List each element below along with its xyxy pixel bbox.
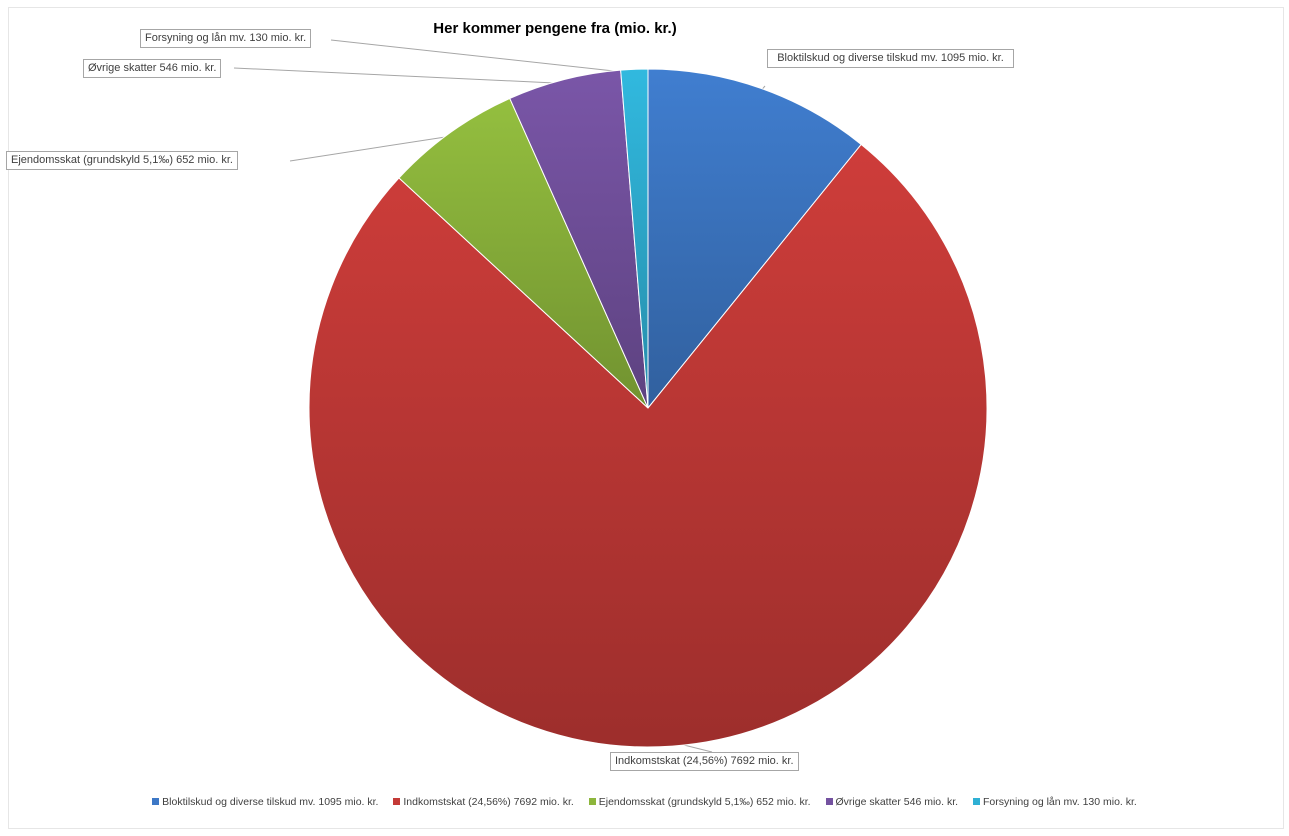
legend-item-indkomstskat: Indkomstskat (24,56%) 7692 mio. kr.	[393, 796, 574, 808]
data-label-indkomstskat: Indkomstskat (24,56%) 7692 mio. kr.	[610, 752, 799, 771]
legend: Bloktilskud og diverse tilskud mv. 1095 …	[0, 796, 1289, 808]
legend-swatch	[588, 798, 596, 805]
legend-item-forsyning: Forsyning og lån mv. 130 mio. kr.	[972, 796, 1137, 808]
leader-line-oevrige-skatter	[233, 67, 566, 84]
legend-label: Indkomstskat (24,56%) 7692 mio. kr.	[403, 796, 574, 808]
data-label-oevrige-skatter: Øvrige skatter 546 mio. kr.	[83, 59, 222, 78]
data-label-forsyning: Forsyning og lån mv. 130 mio. kr.	[140, 29, 312, 48]
legend-label: Forsyning og lån mv. 130 mio. kr.	[982, 796, 1137, 808]
leader-line-forsyning	[330, 39, 635, 74]
legend-item-bloktilskud: Bloktilskud og diverse tilskud mv. 1095 …	[152, 796, 378, 808]
pie-slice-ejendomsskat	[398, 97, 649, 409]
chart-area	[8, 7, 1284, 829]
leader-line-ejendomsskat	[289, 135, 453, 162]
pie-slice-forsyning	[620, 68, 649, 409]
legend-label: Ejendomsskat (grundskyld 5,1‰) 652 mio. …	[598, 796, 811, 808]
legend-label: Bloktilskud og diverse tilskud mv. 1095 …	[162, 796, 379, 808]
pie-slice-indkomstskat	[308, 143, 988, 748]
legend-swatch	[972, 798, 980, 805]
chart-title: Her kommer pengene fra (mio. kr.)	[433, 20, 677, 37]
legend-swatch	[393, 798, 401, 805]
legend-item-oevrige-skatter: Øvrige skatter 546 mio. kr.	[825, 796, 959, 808]
legend-label: Øvrige skatter 546 mio. kr.	[835, 796, 959, 808]
legend-swatch	[152, 798, 160, 805]
data-label-ejendomsskat: Ejendomsskat (grundskyld 5,1‰) 652 mio. …	[6, 151, 238, 170]
legend-swatch	[825, 798, 833, 805]
data-label-bloktilskud: Bloktilskud og diverse tilskud mv. 1095 …	[767, 49, 1014, 68]
pie-slice-bloktilskud	[647, 68, 862, 410]
legend-item-ejendomsskat: Ejendomsskat (grundskyld 5,1‰) 652 mio. …	[588, 796, 811, 808]
